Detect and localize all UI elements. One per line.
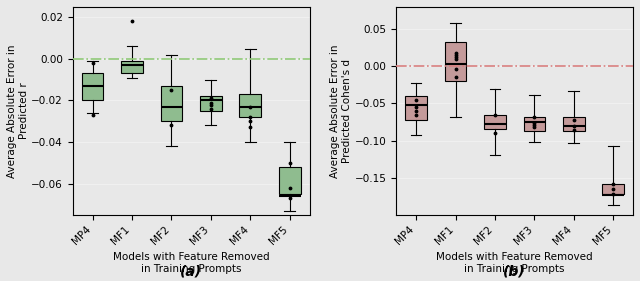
X-axis label: Models with Feature Removed
in Training Prompts: Models with Feature Removed in Training … <box>113 252 269 274</box>
PathPatch shape <box>524 117 545 131</box>
PathPatch shape <box>279 167 301 194</box>
PathPatch shape <box>121 61 143 73</box>
PathPatch shape <box>239 94 261 117</box>
PathPatch shape <box>445 42 467 81</box>
Y-axis label: Average Absolute Error in
Predicted Cohen's d: Average Absolute Error in Predicted Cohe… <box>330 44 352 178</box>
PathPatch shape <box>484 115 506 129</box>
PathPatch shape <box>602 183 624 194</box>
X-axis label: Models with Feature Removed
in Training Prompts: Models with Feature Removed in Training … <box>436 252 593 274</box>
Y-axis label: Average Absolute Error in
Predicted r: Average Absolute Error in Predicted r <box>7 44 29 178</box>
PathPatch shape <box>161 86 182 121</box>
Text: (a): (a) <box>180 264 202 278</box>
PathPatch shape <box>200 96 221 111</box>
PathPatch shape <box>405 96 427 120</box>
PathPatch shape <box>563 117 585 131</box>
Text: (b): (b) <box>504 264 526 278</box>
PathPatch shape <box>82 73 104 100</box>
